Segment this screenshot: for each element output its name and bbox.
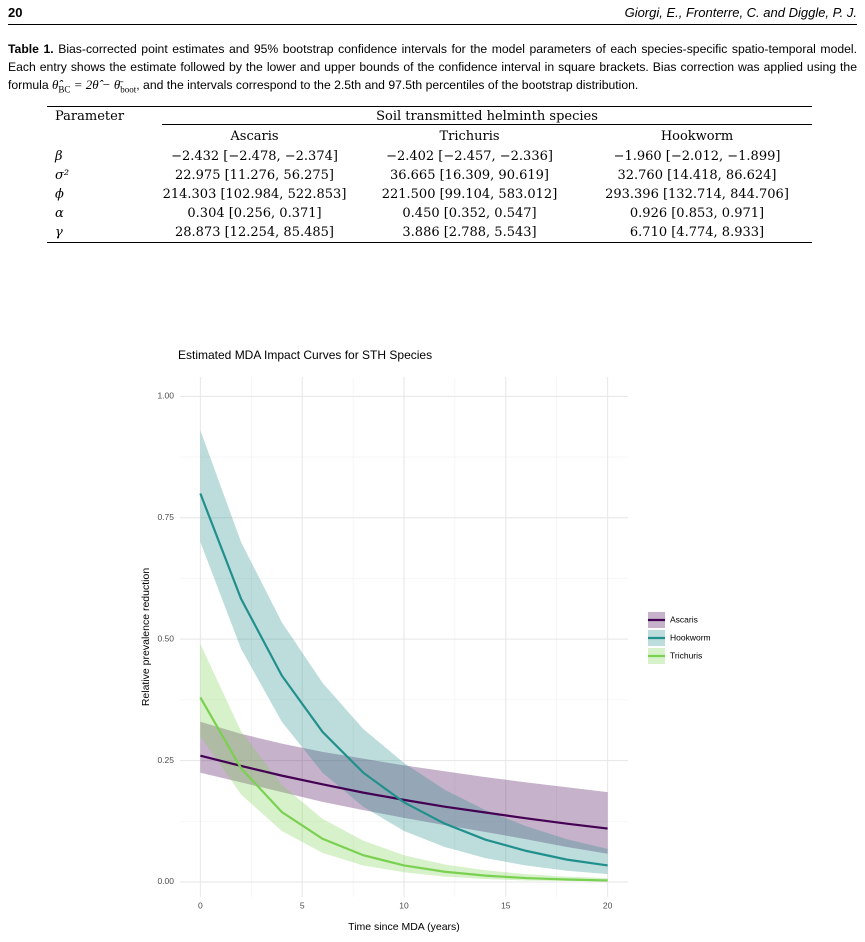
parameter-cell: β bbox=[55, 149, 63, 164]
cell: 22.975 [11.276, 56.275] bbox=[174, 168, 334, 183]
x-tick-label: 15 bbox=[501, 900, 511, 910]
column-header: Ascaris bbox=[230, 129, 279, 144]
formula-sub: boot bbox=[120, 84, 137, 95]
cell: 293.396 [132.714, 844.706] bbox=[605, 187, 789, 202]
cell: −2.432 [−2.478, −2.374] bbox=[171, 149, 338, 164]
column-header: Trichuris bbox=[439, 129, 500, 144]
column-header: Hookworm bbox=[660, 129, 734, 144]
parameter-cell: α bbox=[55, 206, 64, 221]
x-tick-label: 10 bbox=[399, 900, 409, 910]
cell: 0.926 [0.853, 0.971] bbox=[629, 206, 765, 221]
group-header: Soil transmitted helminth species bbox=[152, 107, 812, 127]
confidence-band bbox=[200, 721, 608, 854]
cell: 214.303 [102.984, 522.853] bbox=[162, 187, 347, 202]
x-tick-label: 5 bbox=[300, 900, 305, 910]
caption-text: Bias-corrected point estimates and 95% b… bbox=[8, 42, 857, 92]
parameter-cell: γ bbox=[55, 225, 63, 240]
cell: 0.304 [0.256, 0.371] bbox=[187, 206, 322, 221]
table-row: γ 28.873 [12.254, 85.485] 3.886 [2.788, 5.… bbox=[47, 223, 812, 243]
y-tick-label: 0.00 bbox=[157, 876, 174, 886]
y-tick-label: 0.25 bbox=[157, 755, 174, 765]
cell: −1.960 [−2.012, −1.899] bbox=[613, 149, 781, 164]
y-tick-label: 0.50 bbox=[157, 633, 174, 643]
line bbox=[199, 493, 608, 867]
confidence-band bbox=[200, 430, 608, 875]
x-tick-label: 20 bbox=[603, 900, 613, 910]
formula-lhs: θ̂ bbox=[52, 77, 59, 92]
formula-sub: BC bbox=[58, 84, 71, 95]
cell: 32.760 [14.418, 86.624] bbox=[617, 168, 777, 183]
group-header-text: Soil transmitted helminth species bbox=[162, 109, 812, 125]
parameter-cell: ϕ bbox=[55, 187, 64, 202]
line bbox=[200, 754, 608, 830]
y-tick-label: 1.00 bbox=[157, 391, 174, 401]
page-number: 20 bbox=[8, 5, 23, 20]
parameter-cell: σ² bbox=[55, 168, 70, 183]
y-axis-label: Relative prevalence reduction bbox=[140, 568, 152, 706]
cell: 28.873 [12.254, 85.485] bbox=[174, 225, 334, 240]
legend-label: Ascaris bbox=[670, 614, 698, 624]
cell: −2.402 [−2.457, −2.336] bbox=[386, 149, 553, 164]
x-tick-label: 0 bbox=[198, 900, 203, 910]
caption-text: , and the intervals correspond to the 2.… bbox=[136, 78, 639, 92]
table-row: σ² 22.975 [11.276, 56.275] 36.665 [16.309,… bbox=[47, 166, 812, 185]
table-row: ϕ 214.303 [102.984, 522.853] 221.500 [99.1… bbox=[47, 185, 812, 204]
formula-rhs: = 2θ̂ − θ̄ bbox=[73, 77, 121, 92]
confidence-band bbox=[200, 644, 608, 882]
column-header: Parameter bbox=[55, 109, 125, 124]
formula: θ̂BC = 2θ̂ − θ̄boot bbox=[52, 77, 137, 95]
table-row: α 0.304 [0.256, 0.371] 0.450 [0.352, 0.547… bbox=[47, 204, 812, 223]
line bbox=[199, 696, 608, 882]
chart-title: Estimated MDA Impact Curves for STH Spec… bbox=[178, 348, 432, 362]
cell: 3.886 [2.788, 5.543] bbox=[402, 225, 537, 240]
cell: 221.500 [99.104, 583.012] bbox=[381, 187, 558, 202]
page-header: 20 Giorgi, E., Fronterre, C. and Diggle,… bbox=[8, 2, 857, 25]
cell: 6.710 [4.774, 8.933] bbox=[629, 225, 765, 240]
authors: Giorgi, E., Fronterre, C. and Diggle, P.… bbox=[624, 5, 857, 20]
x-axis-label: Time since MDA (years) bbox=[348, 921, 460, 933]
caption-label: Table 1. bbox=[8, 42, 54, 56]
cell: 36.665 [16.309, 90.619] bbox=[389, 168, 549, 183]
legend-label: Trichuris bbox=[670, 650, 702, 660]
table: Parameter Soil transmitted helminth speci… bbox=[47, 106, 812, 243]
y-tick-label: 0.75 bbox=[157, 512, 174, 522]
cell: 0.450 [0.352, 0.547] bbox=[402, 206, 537, 221]
legend-label: Hookworm bbox=[670, 632, 711, 642]
table-row: β −2.432 [−2.478, −2.374] −2.402 [−2.457, … bbox=[47, 147, 812, 166]
table-caption: Table 1. Bias-corrected point estimates … bbox=[8, 40, 857, 99]
